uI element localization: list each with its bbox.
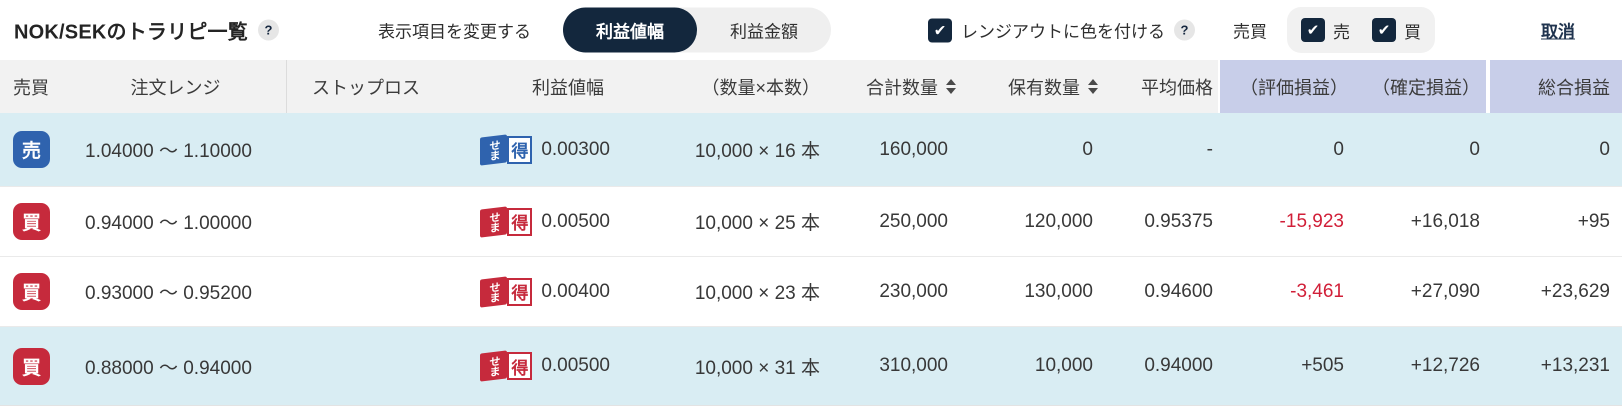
display-items-label: 表示項目を変更する (378, 22, 531, 42)
cancel-link[interactable]: 取消 (1541, 22, 1575, 42)
total-qty-cell: 250,000 (879, 210, 948, 232)
qty-per-order-cell: 10,000 × 25 本 (694, 213, 820, 234)
stop-loss-cell (287, 257, 445, 326)
qty-per-order-cell: 10,000 × 31 本 (694, 357, 820, 379)
table-row: 売 1.04000 ～ 1.10000 せま得 0.00300 10,000 ×… (0, 113, 1622, 186)
sell-filter-label: 売 (1333, 22, 1350, 42)
side-filter-group: 売 買 (1287, 7, 1435, 53)
sematoku-badge: せま得 (480, 350, 533, 382)
eval-pl-cell: -15,923 (1279, 210, 1344, 232)
title-group: NOK/SEKのトラリピ一覧 ? (14, 16, 279, 45)
header-stop-loss: ストップロス (312, 77, 420, 98)
held-qty-cell: 120,000 (1024, 210, 1093, 232)
header-total-qty[interactable]: 合計数量 (828, 60, 958, 113)
header-qty-per-order: （数量×本数） (701, 77, 820, 98)
total-qty-cell: 310,000 (879, 355, 948, 376)
side-badge: 売 (13, 131, 50, 168)
fixed-pl-cell: +12,726 (1410, 355, 1480, 376)
fixed-pl-cell: +16,018 (1410, 210, 1480, 232)
eval-pl-cell: -3,461 (1290, 280, 1344, 302)
rangeout-checkbox[interactable] (928, 18, 952, 42)
sell-filter-checkbox[interactable] (1301, 18, 1325, 42)
profit-width-cell: せま得 0.00400 (445, 257, 618, 326)
sematoku-badge: せま得 (480, 275, 533, 308)
header-order-range: 注文レンジ (65, 60, 287, 113)
sort-icon[interactable] (1088, 79, 1098, 94)
side-badge: 買 (13, 203, 50, 240)
header-profit-width: 利益値幅 (532, 77, 604, 98)
total-pl-cell: +23,629 (1540, 280, 1610, 302)
buy-filter-checkbox[interactable] (1372, 18, 1396, 42)
total-pl-cell: +95 (1577, 210, 1610, 232)
side-badge: 買 (13, 347, 50, 385)
table-row: 買 0.88000 ～ 0.94000 せま得 0.00500 10,000 ×… (0, 326, 1622, 406)
buy-filter-label: 買 (1404, 22, 1421, 42)
toggle-profit-width[interactable]: 利益値幅 (563, 7, 697, 53)
header-fixed-pl: （確定損益） (1358, 60, 1486, 113)
rangeout-help-icon[interactable]: ? (1174, 19, 1195, 41)
order-range-cell: 0.93000 ～ 0.95200 (85, 283, 252, 304)
table-header-row: 売買 注文レンジ ストップロス 利益値幅 （数量×本数） 合計数量 保有数量 平… (0, 60, 1622, 113)
table-row: 買 0.94000 ～ 1.00000 せま得 0.00500 10,000 ×… (0, 186, 1622, 256)
qty-per-order-cell: 10,000 × 16 本 (694, 141, 820, 162)
sort-icon[interactable] (946, 79, 956, 94)
header-total-pl: 総合損益 (1486, 60, 1622, 113)
eval-pl-cell: 0 (1333, 138, 1344, 160)
page-title: NOK/SEKのトラリピ一覧 (14, 21, 248, 44)
toggle-profit-amount[interactable]: 利益金額 (730, 22, 798, 42)
title-help-icon[interactable]: ? (257, 19, 279, 41)
header-held-qty[interactable]: 保有数量 (958, 60, 1098, 113)
held-qty-cell: 10,000 (1034, 355, 1093, 376)
header-avg-price: 平均価格 (1141, 77, 1213, 98)
toolbar: NOK/SEKのトラリピ一覧 ? 表示項目を変更する 利益値幅 利益金額 レンジ… (0, 0, 1622, 60)
avg-price-cell: - (1206, 138, 1213, 160)
sematoku-badge: せま得 (480, 133, 533, 166)
rangeout-label: レンジアウトに色を付ける (961, 22, 1165, 42)
avg-price-cell: 0.94000 (1144, 355, 1213, 376)
avg-price-cell: 0.95375 (1144, 210, 1213, 232)
fixed-pl-cell: 0 (1469, 138, 1480, 160)
total-qty-cell: 230,000 (879, 280, 948, 302)
order-range-cell: 1.04000 ～ 1.10000 (85, 141, 252, 162)
trap-repeat-list-panel: NOK/SEKのトラリピ一覧 ? 表示項目を変更する 利益値幅 利益金額 レンジ… (0, 0, 1622, 406)
held-qty-cell: 0 (1082, 138, 1093, 160)
qty-per-order-cell: 10,000 × 23 本 (694, 283, 820, 304)
profit-width-cell: せま得 0.00500 (445, 187, 618, 256)
profit-width-cell: せま得 0.00300 (445, 113, 618, 186)
header-eval-pl: （評価損益） (1218, 60, 1358, 113)
stop-loss-cell (287, 187, 445, 256)
total-pl-cell: 0 (1599, 138, 1610, 160)
side-filter-label: 売買 (1233, 22, 1267, 42)
order-range-cell: 0.88000 ～ 0.94000 (85, 357, 252, 379)
header-side: 売買 (13, 77, 49, 98)
profit-width-cell: せま得 0.00500 (445, 327, 618, 405)
side-badge: 買 (13, 273, 50, 310)
stop-loss-cell (287, 327, 445, 405)
stop-loss-cell (287, 113, 445, 186)
fixed-pl-cell: +27,090 (1410, 280, 1480, 302)
order-range-cell: 0.94000 ～ 1.00000 (85, 213, 252, 234)
rangeout-group: レンジアウトに色を付ける ? (928, 18, 1195, 43)
eval-pl-cell: +505 (1301, 355, 1344, 376)
table-row: 買 0.93000 ～ 0.95200 せま得 0.00400 10,000 ×… (0, 256, 1622, 326)
total-pl-cell: +13,231 (1540, 355, 1610, 376)
display-item-toggle: 利益値幅 利益金額 (563, 7, 831, 53)
avg-price-cell: 0.94600 (1144, 280, 1213, 302)
sematoku-badge: せま得 (480, 205, 533, 238)
total-qty-cell: 160,000 (879, 138, 948, 160)
held-qty-cell: 130,000 (1024, 280, 1093, 302)
